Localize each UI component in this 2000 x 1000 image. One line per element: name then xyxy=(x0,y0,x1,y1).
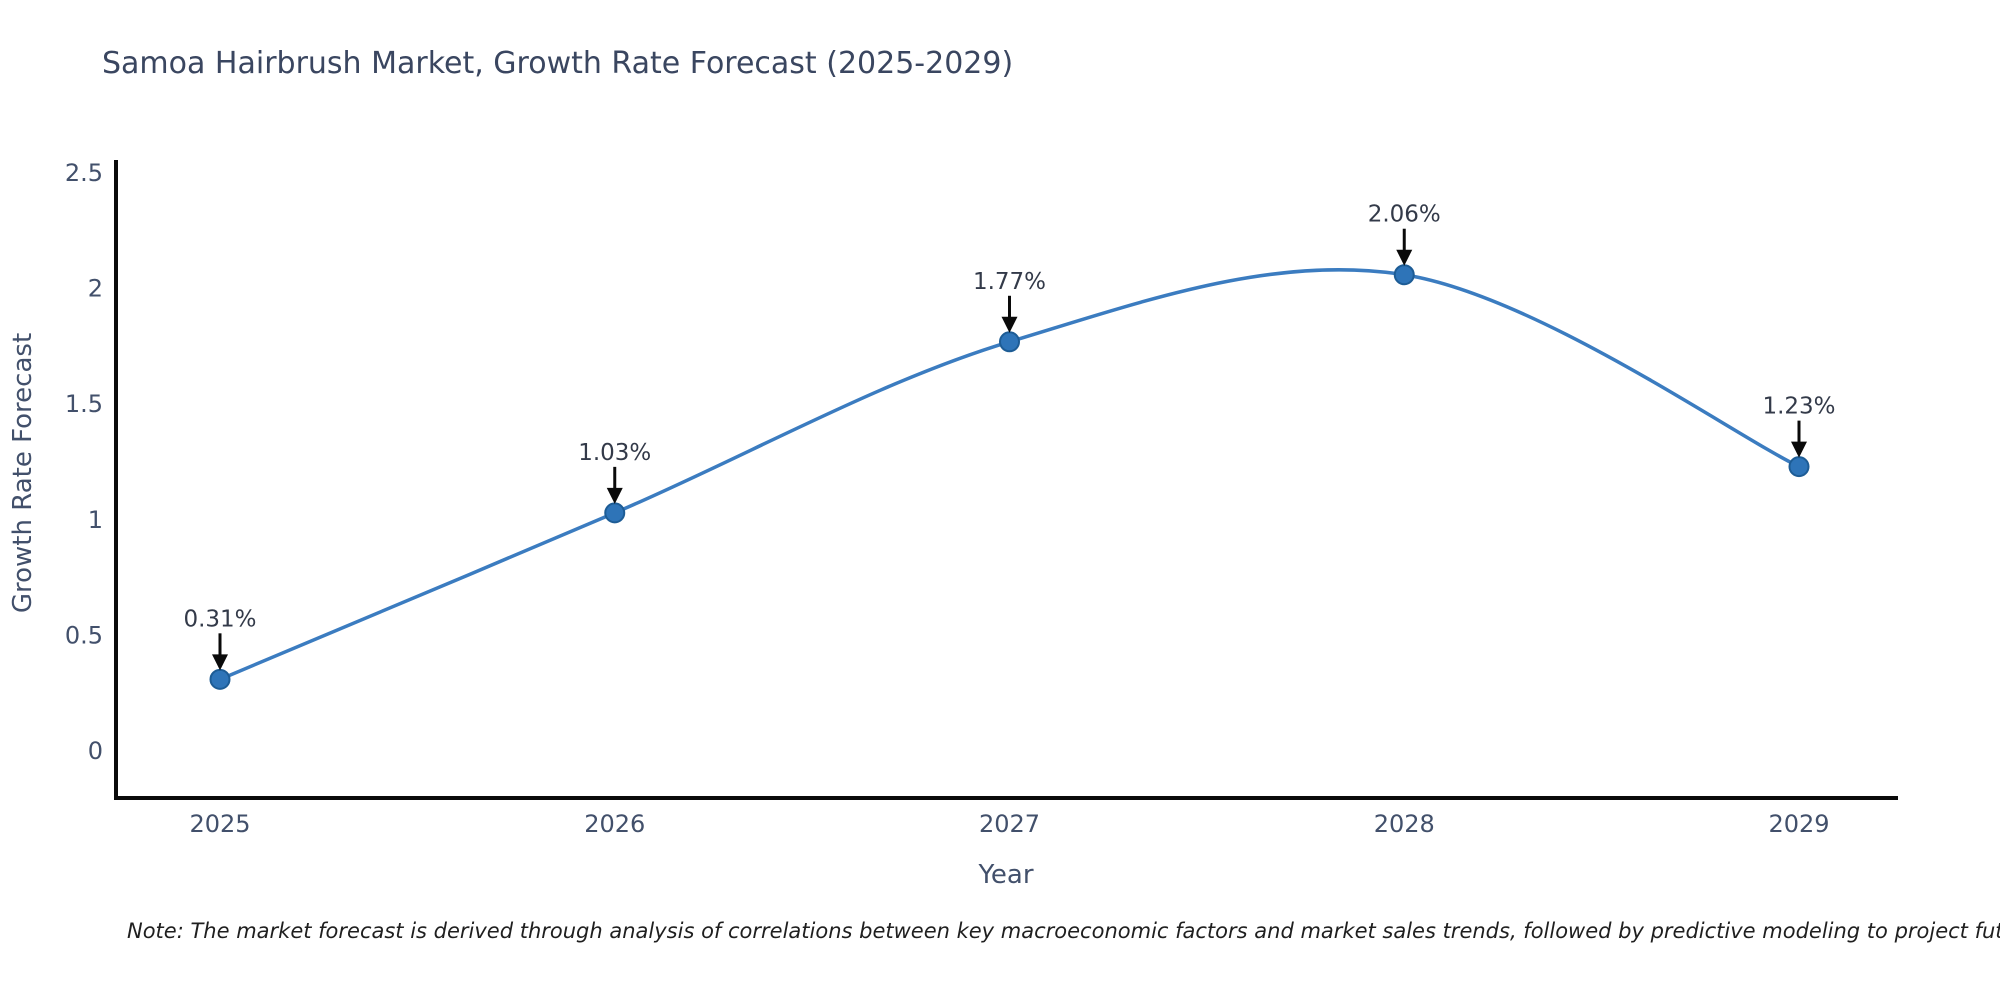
footnote: Note: The market forecast is derived thr… xyxy=(127,919,2000,943)
point-label: 1.03% xyxy=(578,440,651,466)
y-tick-label: 2 xyxy=(88,275,103,303)
data-point-marker xyxy=(604,502,626,524)
data-point-marker xyxy=(999,331,1020,353)
annotation-arrowhead xyxy=(1791,441,1807,458)
point-label: 1.77% xyxy=(973,269,1046,295)
y-axis-title: Growth Rate Forecast xyxy=(8,333,38,613)
x-tick-label: 2025 xyxy=(189,810,250,838)
x-tick-label: 2028 xyxy=(1374,810,1435,838)
x-tick-label: 2029 xyxy=(1768,810,1829,838)
y-tick-label: 1.5 xyxy=(65,390,103,418)
data-point-marker xyxy=(1788,456,1810,478)
x-tick-label: 2026 xyxy=(584,810,645,838)
data-point-marker xyxy=(1393,264,1415,286)
y-tick-label: 2.5 xyxy=(65,159,103,187)
x-axis-title: Year xyxy=(977,860,1033,890)
point-label: 1.23% xyxy=(1762,394,1835,420)
data-point-marker xyxy=(209,668,231,690)
chart-title: Samoa Hairbrush Market, Growth Rate Fore… xyxy=(102,46,1014,81)
x-tick-label: 2027 xyxy=(979,810,1040,838)
point-label: 0.31% xyxy=(183,606,256,632)
y-tick-label: 0.5 xyxy=(65,621,103,649)
annotation-arrowhead xyxy=(212,654,228,671)
y-tick-label: 1 xyxy=(88,506,103,534)
annotation-arrowhead xyxy=(606,487,623,504)
annotation-arrowhead xyxy=(1396,249,1413,266)
point-label: 2.06% xyxy=(1368,202,1441,228)
annotation-arrowhead xyxy=(1001,316,1018,333)
y-tick-label: 0 xyxy=(88,737,103,765)
